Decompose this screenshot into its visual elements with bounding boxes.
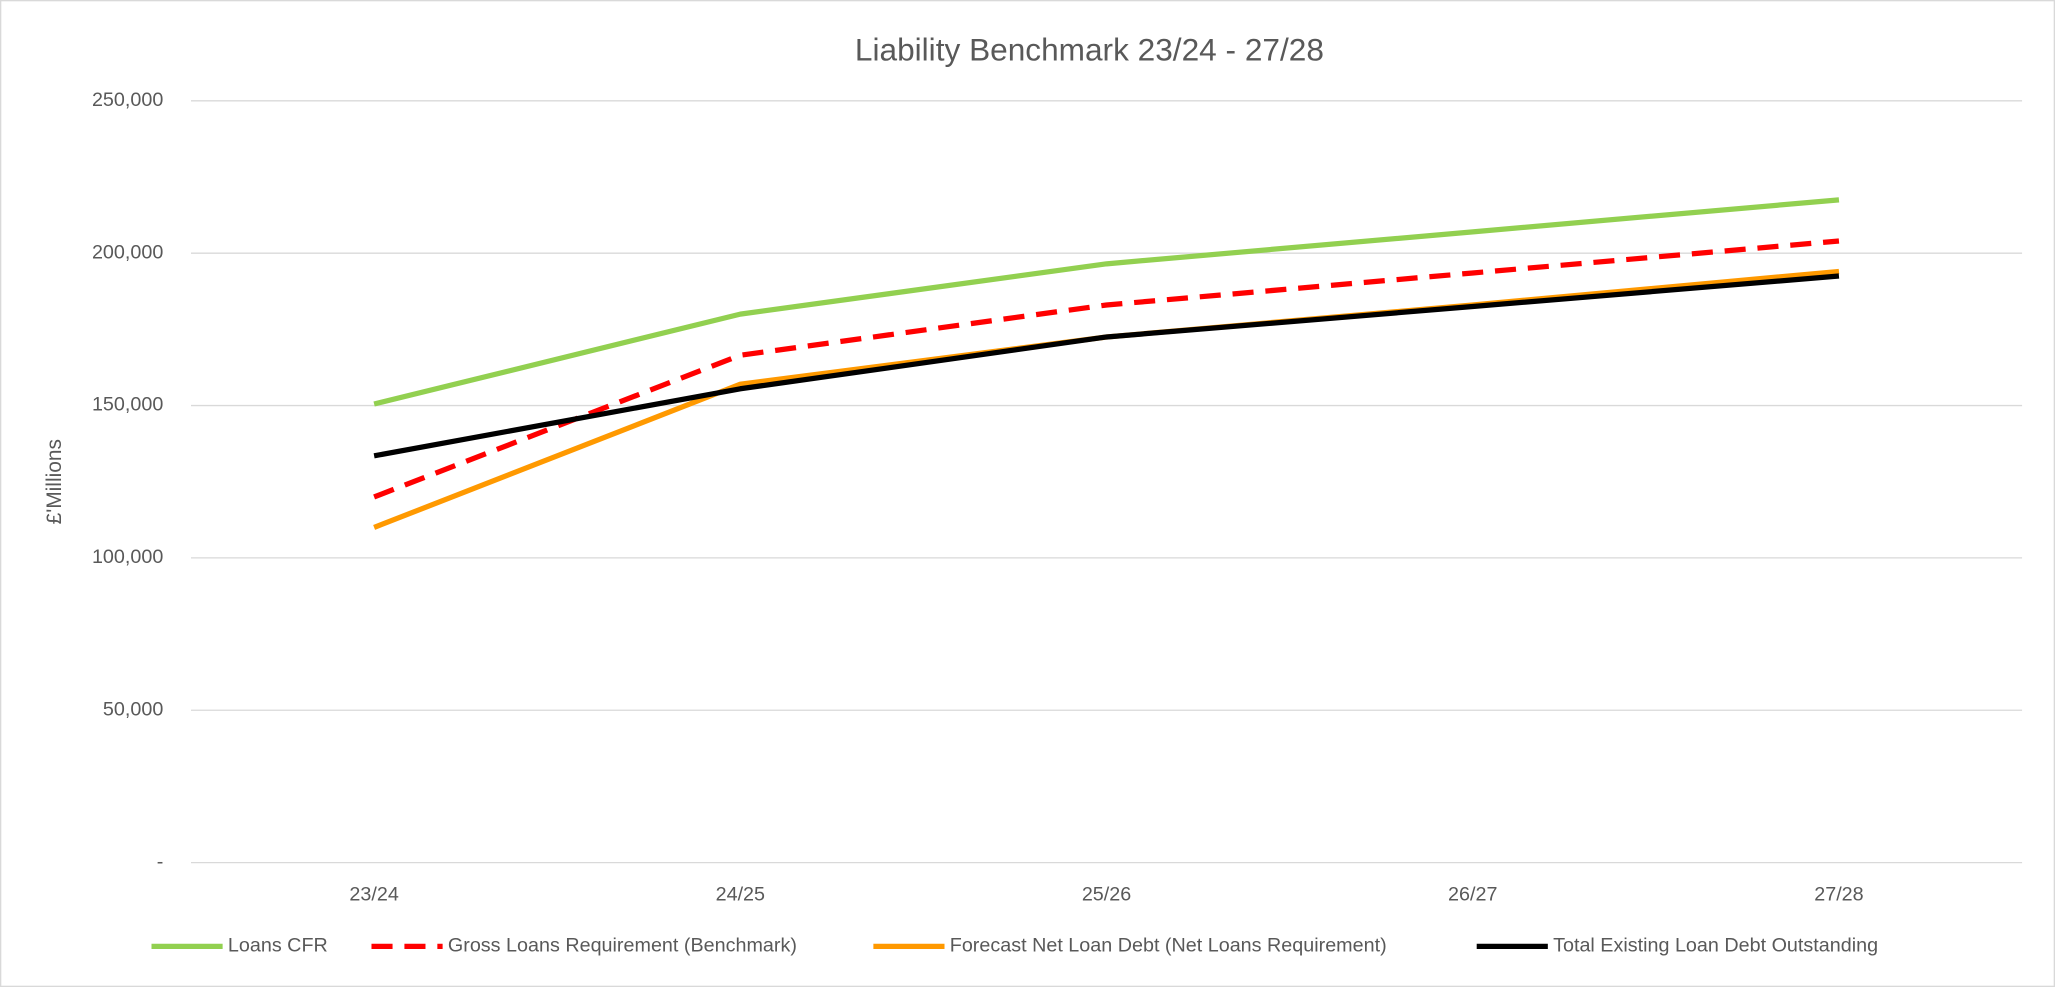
series-line xyxy=(373,273,1840,459)
legend-label: Loans CFR xyxy=(228,935,328,957)
y-tick-label: 200,000 xyxy=(92,241,163,263)
y-tick-label: 150,000 xyxy=(92,394,163,416)
x-tick-label: 24/25 xyxy=(716,884,765,906)
x-tick-label: 23/24 xyxy=(349,884,398,906)
y-tick-label: 250,000 xyxy=(92,89,163,111)
chart-title: Liability Benchmark 23/24 - 27/28 xyxy=(855,32,1324,68)
legend-label: Forecast Net Loan Debt (Net Loans Requir… xyxy=(950,935,1387,957)
series-line xyxy=(373,197,1840,407)
x-tick-label: 26/27 xyxy=(1448,884,1497,906)
x-tick-label: 27/28 xyxy=(1814,884,1863,906)
y-axis-label: £'Millions xyxy=(43,439,66,524)
series-line xyxy=(373,238,1840,500)
y-tick-label: - xyxy=(157,851,164,873)
y-tick-label: 50,000 xyxy=(103,699,163,721)
legend-label: Gross Loans Requirement (Benchmark) xyxy=(448,935,797,957)
legend-label: Total Existing Loan Debt Outstanding xyxy=(1553,935,1878,957)
x-tick-label: 25/26 xyxy=(1082,884,1131,906)
y-tick-label: 100,000 xyxy=(92,546,163,568)
